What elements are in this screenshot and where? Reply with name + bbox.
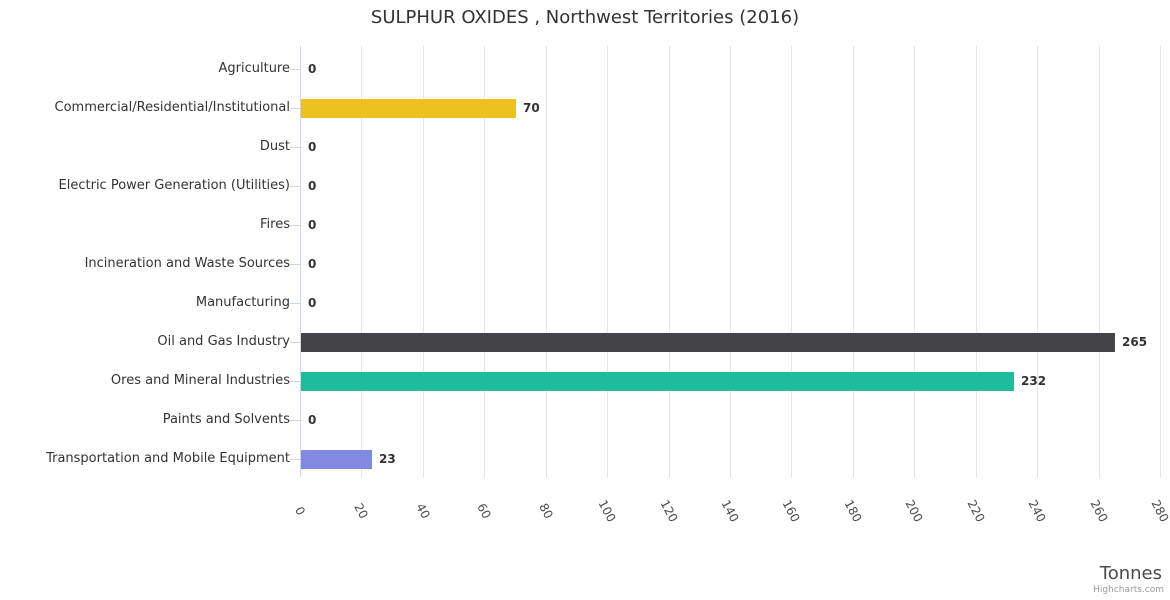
category-tick-commercial-residential-institutional [290, 107, 300, 109]
data-label-agriculture: 0 [308, 61, 317, 76]
category-label-agriculture: Agriculture [218, 60, 291, 76]
data-label-manufacturing: 0 [308, 295, 317, 310]
chart-title: SULPHUR OXIDES , Northwest Territories (… [370, 7, 800, 28]
gridline-20 [361, 46, 363, 478]
gridline-40 [422, 46, 424, 478]
data-label-oil-and-gas-industry: 265 [1122, 334, 1148, 349]
category-tick-transportation-and-mobile-equipment [290, 458, 300, 460]
x-tick-label-140: 140 [718, 497, 742, 525]
category-label-oil-and-gas-industry: Oil and Gas Industry [157, 333, 290, 349]
x-tick-label-280: 280 [1148, 497, 1170, 525]
category-tick-oil-and-gas-industry [290, 341, 300, 343]
x-tick-label-40: 40 [413, 500, 433, 522]
data-label-fires: 0 [308, 217, 317, 232]
bar-oil-and-gas-industry[interactable] [301, 332, 1115, 352]
gridline-140 [730, 46, 731, 478]
category-label-fires: Fires [260, 216, 290, 232]
category-tick-manufacturing [290, 302, 300, 304]
category-label-commercial-residential-institutional: Commercial/Residential/Institutional [54, 99, 291, 115]
category-axis-line [300, 46, 301, 478]
x-tick-label-100: 100 [595, 497, 619, 525]
gridline-100 [607, 46, 609, 478]
category-label-ores-and-mineral-industries: Ores and Mineral Industries [110, 372, 290, 388]
gridline-80 [545, 46, 547, 478]
gridline-280 [1160, 46, 1161, 478]
category-tick-dust [290, 146, 300, 148]
data-label-commercial-residential-institutional: 70 [523, 100, 540, 115]
gridline-160 [791, 46, 793, 478]
data-label-incineration-and-waste-sources: 0 [308, 256, 317, 271]
bar-ores-and-mineral-industries[interactable] [301, 371, 1014, 391]
x-tick-label-120: 120 [657, 497, 681, 525]
x-tick-label-60: 60 [474, 500, 495, 522]
gridline-240 [1037, 46, 1039, 478]
category-tick-incineration-and-waste-sources [290, 263, 300, 265]
highcharts-credit-link[interactable]: Highcharts.com [1093, 585, 1164, 595]
data-label-electric-power-generation-utilities: 0 [308, 178, 317, 193]
category-tick-paints-and-solvents [290, 419, 300, 421]
category-label-manufacturing: Manufacturing [195, 294, 290, 310]
gridline-200 [914, 46, 916, 478]
x-tick-label-180: 180 [841, 497, 865, 525]
bar-commercial-residential-institutional[interactable] [301, 98, 516, 118]
category-label-paints-and-solvents: Paints and Solvents [162, 411, 290, 427]
x-tick-label-80: 80 [535, 500, 556, 522]
x-tick-label-200: 200 [902, 497, 926, 525]
category-label-transportation-and-mobile-equipment: Transportation and Mobile Equipment [46, 450, 290, 466]
data-label-paints-and-solvents: 0 [308, 412, 317, 427]
category-tick-ores-and-mineral-industries [290, 380, 300, 382]
gridline-120 [668, 46, 670, 478]
x-tick-label-160: 160 [779, 497, 803, 525]
gridline-220 [975, 46, 977, 478]
category-tick-fires [290, 224, 300, 226]
data-label-dust: 0 [308, 139, 317, 154]
gridline-180 [852, 46, 854, 478]
category-label-incineration-and-waste-sources: Incineration and Waste Sources [84, 255, 290, 271]
x-tick-label-240: 240 [1025, 497, 1049, 525]
category-tick-electric-power-generation-utilities [290, 185, 300, 187]
x-tick-label-260: 260 [1087, 497, 1111, 525]
x-tick-label-220: 220 [964, 497, 988, 525]
category-label-dust: Dust [259, 138, 290, 154]
gridline-60 [484, 46, 486, 478]
category-label-electric-power-generation-utilities: Electric Power Generation (Utilities) [58, 177, 290, 193]
x-tick-label-0: 0 [292, 504, 308, 518]
data-label-transportation-and-mobile-equipment: 23 [379, 451, 396, 466]
x-tick-label-20: 20 [351, 500, 372, 522]
data-label-ores-and-mineral-industries: 232 [1021, 373, 1047, 388]
x-axis-title: Tonnes [1099, 563, 1162, 584]
gridline-260 [1098, 46, 1100, 478]
category-tick-agriculture [290, 68, 300, 70]
bar-transportation-and-mobile-equipment[interactable] [301, 449, 372, 469]
